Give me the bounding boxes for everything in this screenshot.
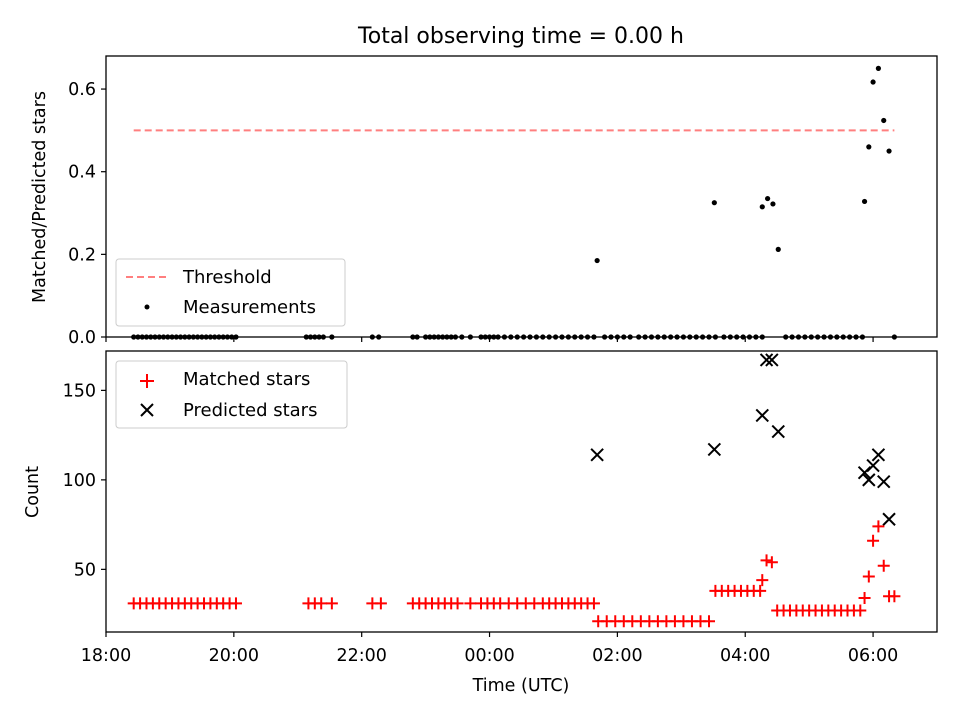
measurement-point bbox=[759, 204, 765, 210]
matched-star-marker bbox=[374, 597, 387, 610]
x-tick-label: 04:00 bbox=[720, 646, 770, 666]
predicted-star-marker bbox=[877, 474, 891, 489]
bottom-axes-frame bbox=[105, 350, 938, 633]
matched-star-marker bbox=[703, 615, 716, 628]
x-tick-label: 00:00 bbox=[464, 646, 514, 666]
predicted-star-marker bbox=[866, 458, 880, 473]
top-y-tick-label: 0.0 bbox=[68, 328, 96, 348]
matched-star-marker bbox=[867, 534, 880, 547]
matched-star-marker bbox=[229, 597, 242, 610]
matched-star-marker bbox=[451, 597, 464, 610]
bottom-panel: 50 100 150 18:00 20:00 22:00 00:00 02:00 04:00 0… bbox=[23, 350, 938, 696]
x-tick-label: 22:00 bbox=[336, 646, 386, 666]
predicted-star-marker bbox=[771, 424, 785, 439]
measurement-point bbox=[881, 117, 887, 124]
measurement-point bbox=[875, 65, 882, 71]
top-panel: Total observing time = 0.00 h 0.00.20.40… bbox=[30, 24, 938, 348]
top-x-ticks bbox=[105, 337, 874, 342]
predicted-star-marker bbox=[755, 408, 769, 423]
legend-matched-label: Matched stars bbox=[183, 369, 310, 390]
top-y-tick-label: 0.6 bbox=[68, 80, 96, 100]
x-tick-label: 02:00 bbox=[592, 646, 642, 666]
matched-star-marker bbox=[464, 597, 477, 610]
matched-star-marker bbox=[325, 597, 338, 610]
measurement-point bbox=[770, 201, 776, 207]
legend-measurements-swatch bbox=[144, 304, 150, 310]
top-y-tick-label: 0.2 bbox=[68, 245, 96, 265]
top-y-axis: 0.0 0.2 0.4 0.6 bbox=[68, 80, 106, 348]
measurement-point bbox=[866, 144, 872, 150]
matched-star-marker bbox=[854, 604, 867, 617]
bottom-y-tick-label: 100 bbox=[63, 471, 96, 491]
bottom-y-tick-label: 50 bbox=[74, 560, 96, 580]
predicted-star-marker bbox=[862, 473, 876, 487]
predicted-star-marker bbox=[871, 448, 886, 462]
measurement-point bbox=[886, 148, 892, 154]
top-legend: Threshold Measurements bbox=[115, 258, 346, 327]
x-tick-label: 18:00 bbox=[81, 646, 131, 666]
matched-star-marker bbox=[315, 597, 328, 610]
matched-star-marker bbox=[756, 574, 769, 587]
matched-star-marker bbox=[754, 584, 767, 597]
x-tick-label: 20:00 bbox=[209, 646, 259, 666]
chart-title: Total observing time = 0.00 h bbox=[357, 24, 684, 49]
measurement-point bbox=[711, 200, 717, 206]
measurement-point bbox=[861, 198, 868, 205]
bottom-y-tick-label: 150 bbox=[63, 381, 96, 401]
legend-threshold-label: Threshold bbox=[182, 267, 272, 288]
legend-matched-swatch bbox=[140, 374, 154, 388]
top-y-tick-label: 0.4 bbox=[68, 163, 96, 183]
matched-star-marker bbox=[862, 570, 875, 583]
legend-measurements-label: Measurements bbox=[183, 297, 316, 318]
x-axis-label: Time (UTC) bbox=[472, 676, 570, 696]
bottom-plot-area bbox=[127, 353, 901, 628]
predicted-star-marker bbox=[590, 448, 604, 462]
bottom-legend-box bbox=[115, 360, 348, 429]
top-legend-box bbox=[115, 258, 346, 327]
matched-star-marker bbox=[858, 591, 871, 604]
measurement-point bbox=[775, 246, 781, 252]
measurement-point bbox=[870, 79, 876, 85]
predicted-star-marker bbox=[759, 353, 774, 367]
matched-star-marker bbox=[760, 554, 773, 567]
matched-star-marker bbox=[888, 590, 901, 603]
bottom-legend: Matched stars Predicted stars bbox=[115, 360, 348, 429]
predicted-star-marker bbox=[882, 512, 896, 526]
matched-star-marker bbox=[587, 597, 600, 610]
top-axes-frame bbox=[105, 55, 938, 338]
measurement-point bbox=[765, 195, 771, 202]
top-y-axis-label: Matched/Predicted stars bbox=[30, 91, 50, 303]
legend-predicted-label: Predicted stars bbox=[183, 400, 317, 421]
bottom-y-axis: 50 100 150 bbox=[63, 381, 106, 580]
matched-star-marker bbox=[872, 520, 885, 533]
predicted-star-marker bbox=[707, 442, 722, 457]
legend-predicted-swatch bbox=[140, 403, 154, 417]
bottom-y-axis-label: Count bbox=[23, 466, 43, 518]
x-tick-label: 06:00 bbox=[848, 646, 898, 666]
measurement-point bbox=[594, 257, 600, 264]
top-plot-area bbox=[131, 65, 897, 340]
matched-star-marker bbox=[765, 556, 778, 569]
matched-star-marker bbox=[877, 559, 890, 572]
predicted-star-marker bbox=[765, 353, 779, 367]
bottom-x-axis: 18:00 20:00 22:00 00:00 02:00 04:00 06:00 bbox=[81, 632, 898, 666]
